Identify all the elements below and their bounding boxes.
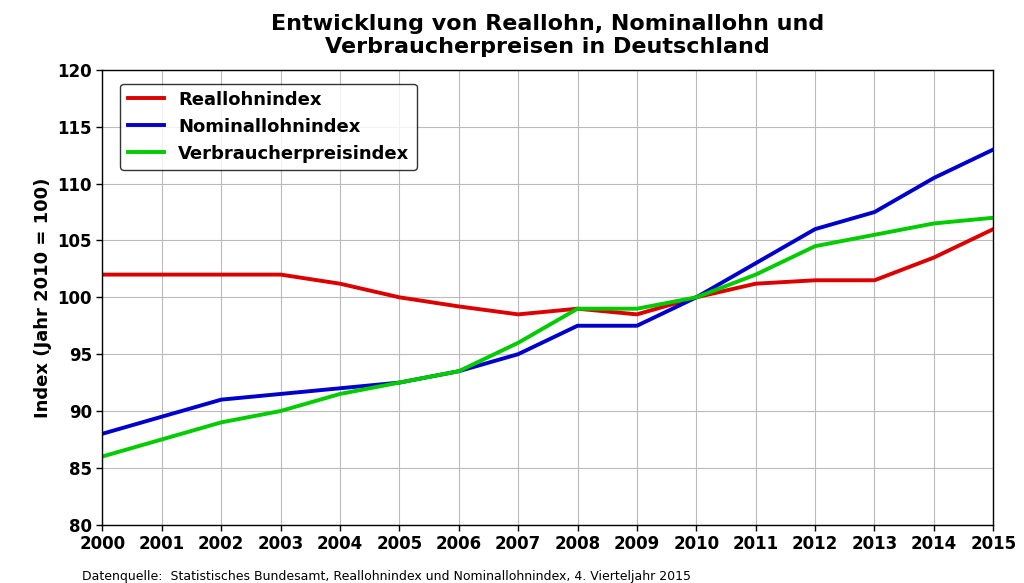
Verbraucherpreisindex xyxy=(156,436,168,443)
Nominallohnindex xyxy=(215,396,227,403)
Nominallohnindex xyxy=(274,391,287,398)
Verbraucherpreisindex xyxy=(512,339,524,346)
Verbraucherpreisindex xyxy=(690,294,702,301)
Reallohnindex xyxy=(215,271,227,278)
Verbraucherpreisindex xyxy=(96,453,109,460)
Reallohnindex xyxy=(96,271,109,278)
Nominallohnindex xyxy=(393,379,406,386)
Reallohnindex xyxy=(512,311,524,318)
Reallohnindex xyxy=(928,254,940,261)
Title: Entwicklung von Reallohn, Nominallohn und
Verbraucherpreisen in Deutschland: Entwicklung von Reallohn, Nominallohn un… xyxy=(271,14,824,57)
Verbraucherpreisindex xyxy=(571,305,584,312)
Verbraucherpreisindex xyxy=(453,368,465,375)
Y-axis label: Index (Jahr 2010 = 100): Index (Jahr 2010 = 100) xyxy=(34,177,52,417)
Line: Nominallohnindex: Nominallohnindex xyxy=(102,149,993,434)
Nominallohnindex xyxy=(512,351,524,358)
Nominallohnindex xyxy=(928,174,940,181)
Reallohnindex xyxy=(809,277,821,284)
Nominallohnindex xyxy=(809,226,821,233)
Nominallohnindex xyxy=(571,322,584,329)
Verbraucherpreisindex xyxy=(868,231,881,238)
Reallohnindex xyxy=(156,271,168,278)
Nominallohnindex xyxy=(453,368,465,375)
Nominallohnindex xyxy=(96,430,109,437)
Text: Datenquelle:  Statistisches Bundesamt, Reallohnindex und Nominallohnindex, 4. Vi: Datenquelle: Statistisches Bundesamt, Re… xyxy=(82,570,691,583)
Reallohnindex xyxy=(750,280,762,287)
Reallohnindex xyxy=(393,294,406,301)
Reallohnindex xyxy=(334,280,346,287)
Verbraucherpreisindex xyxy=(393,379,406,386)
Reallohnindex xyxy=(571,305,584,312)
Legend: Reallohnindex, Nominallohnindex, Verbraucherpreisindex: Reallohnindex, Nominallohnindex, Verbrau… xyxy=(121,83,417,170)
Verbraucherpreisindex xyxy=(215,419,227,426)
Verbraucherpreisindex xyxy=(274,408,287,415)
Reallohnindex xyxy=(631,311,643,318)
Verbraucherpreisindex xyxy=(750,271,762,278)
Nominallohnindex xyxy=(156,413,168,420)
Line: Reallohnindex: Reallohnindex xyxy=(102,229,993,314)
Reallohnindex xyxy=(274,271,287,278)
Nominallohnindex xyxy=(690,294,702,301)
Reallohnindex xyxy=(868,277,881,284)
Nominallohnindex xyxy=(631,322,643,329)
Nominallohnindex xyxy=(750,260,762,267)
Verbraucherpreisindex xyxy=(631,305,643,312)
Verbraucherpreisindex xyxy=(809,243,821,250)
Nominallohnindex xyxy=(987,146,999,153)
Nominallohnindex xyxy=(868,209,881,216)
Nominallohnindex xyxy=(334,385,346,392)
Verbraucherpreisindex xyxy=(334,391,346,398)
Verbraucherpreisindex xyxy=(987,214,999,221)
Line: Verbraucherpreisindex: Verbraucherpreisindex xyxy=(102,217,993,456)
Verbraucherpreisindex xyxy=(928,220,940,227)
Reallohnindex xyxy=(453,303,465,310)
Reallohnindex xyxy=(690,294,702,301)
Reallohnindex xyxy=(987,226,999,233)
